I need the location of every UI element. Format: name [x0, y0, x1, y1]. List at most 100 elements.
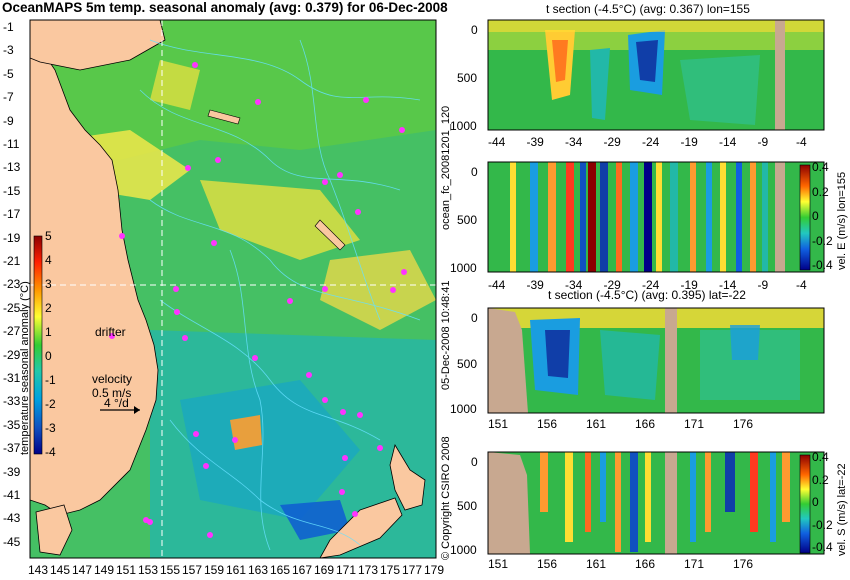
- lon-tick-label: 179: [424, 563, 445, 577]
- map-title: OceanMAPS 5m temp. seasonal anomaly (avg…: [2, 0, 448, 15]
- lon-tick-label: 169: [314, 563, 335, 577]
- colorbar-tick-label: 3: [45, 277, 52, 291]
- lon-tick-label: 145: [50, 563, 71, 577]
- lon-tick-label: 175: [380, 563, 401, 577]
- panel-x-tick: 171: [684, 557, 705, 571]
- timestamp-label: 05-Dec-2008 10:48:41: [440, 280, 452, 390]
- panel-x-tick: -34: [565, 135, 583, 149]
- vel-colorbar-tick: 0: [812, 495, 819, 509]
- solomon-islands: [207, 109, 241, 125]
- lon-tick-label: 159: [204, 563, 225, 577]
- panel-x-tick: 156: [537, 557, 558, 571]
- colorbar-tick-label: -4: [45, 445, 56, 459]
- copyright-label: © Copyright CSIRO 2008: [440, 436, 452, 560]
- lat-tick-label: -25: [3, 300, 21, 315]
- tasmania-landmass: [35, 504, 73, 556]
- vel-s-colorbar-label: vel. S (m/s) lat=-22: [836, 463, 848, 556]
- vel-e-colorbar-label: vel. E (m/s) lon=155: [836, 171, 848, 270]
- panel-x-tick: -14: [719, 278, 737, 292]
- vel-colorbar-tick: 0.2: [812, 184, 829, 199]
- panel-x-tick: -39: [526, 135, 544, 149]
- australia-landmass: [29, 39, 159, 516]
- vel-colorbar-tick: -0.2: [812, 517, 833, 532]
- vel-e-colorbar: [799, 164, 811, 271]
- vel-stripes: [510, 162, 768, 272]
- lon-tick-label: 151: [116, 563, 137, 577]
- panel-title-t-section-lat: t section (-4.5°C) (avg: 0.395) lat=-22: [548, 288, 746, 302]
- velocity-legend-label: velocity: [92, 372, 133, 386]
- lat-tick-label: -11: [3, 137, 20, 151]
- panel-x-tick: 161: [586, 557, 607, 571]
- map-yellow-patch: [200, 180, 360, 260]
- vel-s-colorbar: [799, 454, 811, 554]
- vel-colorbar-tick: 0: [812, 209, 819, 223]
- colorbar-tick-label: 0: [45, 349, 52, 363]
- lon-tick-label: 177: [402, 563, 423, 577]
- panel-x-tick: 156: [537, 417, 558, 431]
- panel-x-tick: -19: [680, 135, 698, 149]
- lon-tick-label: 163: [248, 563, 269, 577]
- panel-t-section-lon-plot: [487, 19, 825, 131]
- lat-tick-label: -21: [3, 254, 21, 268]
- drifter-markers: [109, 62, 407, 538]
- colorbar-tick-label: 1: [45, 325, 52, 339]
- new-caledonia: [314, 219, 346, 251]
- panel-y-tick: 1000: [450, 402, 477, 416]
- lat-tick-label: -43: [3, 511, 21, 526]
- panel-x-tick: 171: [684, 417, 705, 431]
- panel-x-tick: -34: [565, 278, 583, 292]
- panel-y-tick: 500: [457, 71, 478, 85]
- panel-x-tick: -29: [603, 278, 621, 292]
- panel-x-tick: -19: [680, 278, 698, 292]
- panel-y-tick: 0: [471, 311, 478, 325]
- panel-y-tick: 0: [471, 165, 478, 179]
- lon-tick-label: 157: [182, 563, 203, 577]
- lat-tick-label: -35: [3, 417, 21, 432]
- panel-y-tick: 500: [457, 356, 478, 371]
- panel-x-tick: 161: [586, 417, 607, 431]
- vel-colorbar-tick: 0.4: [812, 160, 829, 174]
- panel-x-tick: -24: [642, 278, 660, 292]
- panel-x-tick: -29: [603, 135, 621, 149]
- panel-y-tick: 500: [457, 213, 478, 227]
- panel-v-east-lon-plot: [487, 161, 825, 273]
- panel-x-tick: -4: [796, 135, 807, 149]
- lat-tick-label: -27: [3, 324, 21, 339]
- vel-colorbar-tick: -0.2: [812, 233, 833, 248]
- panel-x-tick: 176: [733, 417, 754, 431]
- lat-tick-label: -45: [3, 534, 21, 549]
- drifter-legend-label: drifter: [95, 325, 126, 339]
- lon-tick-label: 153: [138, 563, 159, 577]
- lon-tick-label: 155: [160, 563, 181, 577]
- lon-tick-label: 143: [28, 563, 49, 577]
- vel-colorbar-tick: 0.4: [812, 450, 829, 464]
- panel-x-tick: 176: [733, 557, 754, 571]
- panel-y-tick: 1000: [450, 543, 477, 557]
- map-colorbar-label: temperature seasonal anomaly (°C): [19, 281, 31, 455]
- new-guinea-landmass: [29, 19, 166, 71]
- panel-x-tick: -9: [757, 135, 769, 149]
- lat-tick-label: -19: [3, 230, 21, 245]
- lat-tick-label: -23: [3, 277, 21, 292]
- velocity-legend-value: 0.5 m/s: [92, 386, 132, 400]
- panel-x-tick: 166: [635, 557, 656, 571]
- lat-tick-label: -1: [3, 20, 14, 34]
- vel-colorbar-tick: -0.4: [812, 540, 833, 554]
- lon-tick-label: 161: [226, 563, 247, 577]
- lat-tick-label: -9: [3, 113, 14, 128]
- colorbar-tick-label: -3: [45, 421, 56, 435]
- panel-x-tick: 151: [488, 417, 509, 431]
- lat-tick-label: -15: [3, 183, 21, 198]
- panel-x-tick: 151: [488, 557, 509, 571]
- lat-tick-label: -29: [3, 347, 21, 362]
- colorbar-tick-label: 2: [45, 301, 52, 315]
- lat-tick-label: -33: [3, 394, 21, 409]
- lon-tick-label: 167: [292, 563, 313, 577]
- velocity-legend-value2: 4 °/d: [104, 396, 129, 410]
- panel-y-tick: 1000: [450, 119, 477, 133]
- panel-x-tick: -39: [526, 278, 544, 292]
- lat-tick-label: -37: [3, 441, 21, 456]
- panel-x-tick: -24: [642, 135, 660, 149]
